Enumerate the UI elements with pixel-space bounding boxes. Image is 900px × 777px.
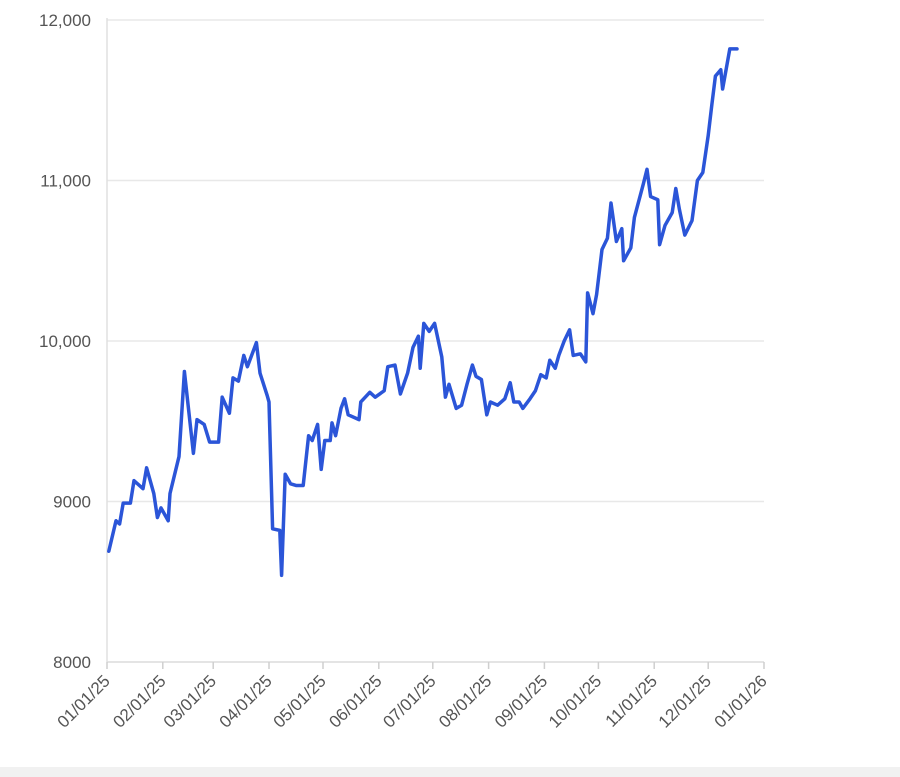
line <box>107 47 739 578</box>
y-tick-label: 11,000 <box>40 172 91 191</box>
x-tick-label: 12/01/25 <box>655 671 715 731</box>
y-tick-label: 8000 <box>53 653 91 672</box>
x-tick-label: 01/01/26 <box>711 671 771 731</box>
x-tick-label: 03/01/25 <box>160 671 220 731</box>
x-tick-label: 02/01/25 <box>109 671 169 731</box>
x-tick-label: 07/01/25 <box>379 671 439 731</box>
x-tick-label: 11/01/25 <box>602 671 661 730</box>
x-tick-label: 10/01/25 <box>545 671 605 731</box>
y-tick-label: 12,000 <box>39 11 91 30</box>
x-tick-label: 05/01/25 <box>270 671 330 731</box>
x-tick-label: 01/01/25 <box>54 671 114 731</box>
y-tick-label: 10,000 <box>39 332 91 351</box>
x-tick-label: 04/01/25 <box>216 671 276 731</box>
bottom-strip <box>0 767 900 777</box>
x-tick-label: 06/01/25 <box>325 671 385 731</box>
y-tick-label: 9000 <box>53 493 91 512</box>
x-tick-label: 08/01/25 <box>435 671 495 731</box>
x-tick-label: 09/01/25 <box>491 671 551 731</box>
